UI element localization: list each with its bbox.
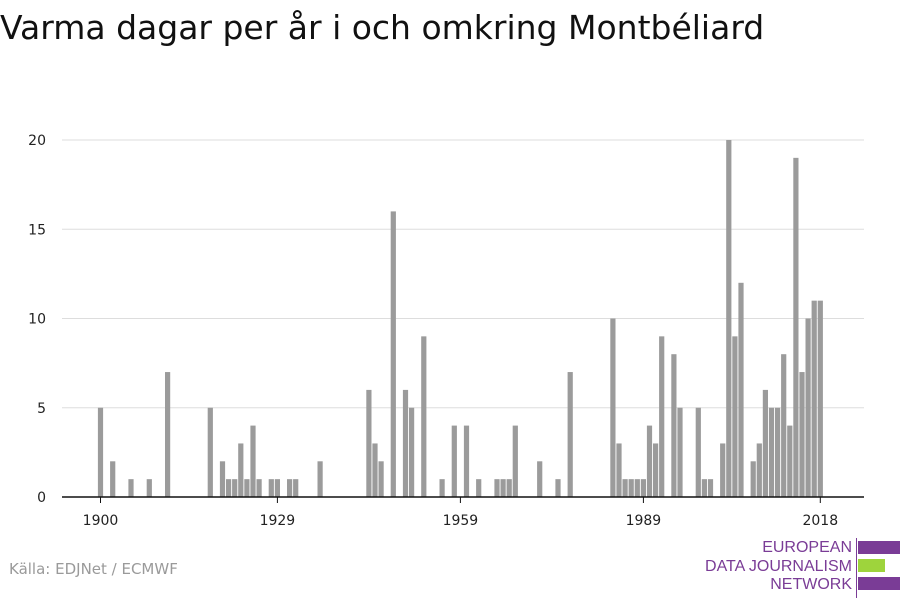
source-note: Källa: EDJNet / ECMWF bbox=[9, 560, 178, 578]
bar bbox=[805, 318, 811, 497]
y-axis-ticks: 0 5 10 15 20 bbox=[28, 133, 46, 506]
bar bbox=[628, 479, 634, 497]
bar bbox=[500, 479, 506, 497]
gridlines bbox=[62, 139, 864, 409]
bar bbox=[250, 425, 256, 497]
bar bbox=[165, 372, 171, 497]
bar bbox=[506, 479, 512, 497]
logo-bar-purple-bottom bbox=[858, 577, 900, 590]
x-tick-label: 1929 bbox=[260, 513, 296, 529]
x-tick-label: 2018 bbox=[802, 513, 838, 529]
bar bbox=[451, 425, 457, 497]
logo-line-1: EUROPEAN bbox=[762, 539, 852, 556]
bar bbox=[726, 140, 732, 497]
bar bbox=[793, 157, 799, 497]
bar bbox=[659, 336, 665, 497]
bar bbox=[244, 479, 250, 497]
bar bbox=[128, 479, 134, 497]
bar bbox=[378, 461, 384, 497]
bar bbox=[634, 479, 640, 497]
y-tick-label: 20 bbox=[28, 133, 46, 149]
bar bbox=[811, 300, 817, 497]
bar bbox=[317, 461, 323, 497]
bar bbox=[762, 389, 768, 497]
bar bbox=[768, 407, 775, 497]
bar bbox=[701, 479, 707, 497]
bar bbox=[366, 389, 372, 497]
bar bbox=[622, 479, 628, 497]
bar bbox=[756, 443, 762, 497]
chart-title: Varma dagar per år i och omkring Montbél… bbox=[0, 8, 765, 47]
bar bbox=[274, 479, 280, 497]
x-tick-label: 1900 bbox=[83, 513, 119, 529]
bar bbox=[463, 425, 470, 497]
bar bbox=[732, 336, 738, 497]
edjnet-logo: EUROPEAN DATA JOURNALISM NETWORK bbox=[700, 538, 900, 598]
bar bbox=[409, 407, 415, 497]
bar bbox=[110, 461, 116, 497]
bar bbox=[555, 479, 561, 497]
logo-bar-green bbox=[858, 559, 885, 572]
bar bbox=[671, 354, 677, 497]
bar bbox=[817, 300, 823, 497]
bar bbox=[256, 479, 262, 497]
bar bbox=[653, 443, 659, 497]
bar bbox=[646, 425, 653, 497]
bar bbox=[390, 211, 396, 497]
bar bbox=[476, 479, 482, 497]
bar bbox=[219, 461, 226, 497]
bars bbox=[97, 140, 823, 497]
bar bbox=[738, 282, 744, 497]
bar bbox=[537, 461, 543, 497]
bar bbox=[372, 443, 378, 497]
bar bbox=[232, 479, 238, 497]
bar bbox=[707, 479, 714, 497]
bar bbox=[238, 443, 244, 497]
y-tick-label: 15 bbox=[28, 222, 46, 238]
bar bbox=[787, 425, 793, 497]
bar bbox=[677, 407, 683, 497]
bar bbox=[781, 354, 787, 497]
x-axis-ticks: 1900 1929 1959 1989 2018 bbox=[83, 497, 838, 529]
y-tick-label: 10 bbox=[28, 312, 46, 328]
bar bbox=[610, 318, 616, 497]
bar bbox=[695, 407, 701, 497]
bar bbox=[439, 479, 445, 497]
bar bbox=[750, 461, 756, 497]
x-tick-label: 1959 bbox=[443, 513, 479, 529]
bar bbox=[293, 479, 299, 497]
bar bbox=[720, 443, 726, 497]
bar bbox=[97, 407, 104, 497]
bar bbox=[640, 479, 646, 497]
bar bbox=[207, 407, 213, 497]
logo-line-2: DATA JOURNALISM bbox=[705, 558, 852, 575]
y-tick-label: 5 bbox=[37, 401, 46, 417]
bar bbox=[799, 372, 805, 497]
bar bbox=[226, 479, 232, 497]
bar bbox=[512, 425, 518, 497]
bar bbox=[402, 389, 409, 497]
logo-divider bbox=[856, 538, 857, 598]
x-tick-label: 1989 bbox=[626, 513, 662, 529]
bar bbox=[287, 479, 293, 497]
bar bbox=[616, 443, 622, 497]
bar bbox=[268, 479, 274, 497]
bar bbox=[421, 336, 427, 497]
bar bbox=[775, 407, 781, 497]
bar bbox=[494, 479, 500, 497]
bar bbox=[567, 372, 573, 497]
y-tick-label: 0 bbox=[37, 490, 46, 506]
logo-bar-purple-top bbox=[858, 541, 900, 554]
logo-line-3: NETWORK bbox=[770, 576, 852, 593]
bar bbox=[146, 479, 152, 497]
